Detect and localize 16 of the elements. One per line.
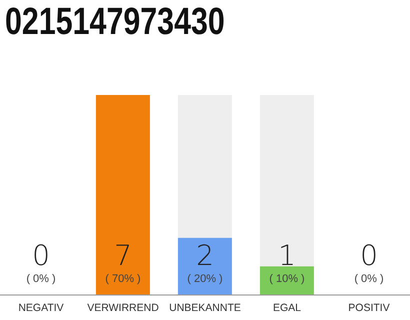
data-label: 7 [114, 239, 132, 272]
x-tick-label: VERWIRREND [87, 302, 160, 314]
annotation: ( 20% ) [187, 273, 223, 285]
annotation: ( 0% ) [354, 273, 384, 285]
annotation: ( 0% ) [26, 273, 56, 285]
x-tick-label: NEGATIV [18, 302, 64, 314]
x-tick-label: EGAL [272, 302, 302, 314]
data-label: 2 [196, 239, 214, 272]
data-label: 0 [360, 239, 378, 272]
x-tick-label: POSITIV [348, 302, 390, 314]
x-tick-label: UNBEKANNTE [169, 302, 241, 314]
annotation: ( 10% ) [269, 273, 305, 285]
annotation: ( 70% ) [105, 273, 141, 285]
data-label: 0 [32, 239, 50, 272]
chart-title: 0215147973430 [5, 0, 225, 44]
data-label: 1 [278, 239, 296, 272]
